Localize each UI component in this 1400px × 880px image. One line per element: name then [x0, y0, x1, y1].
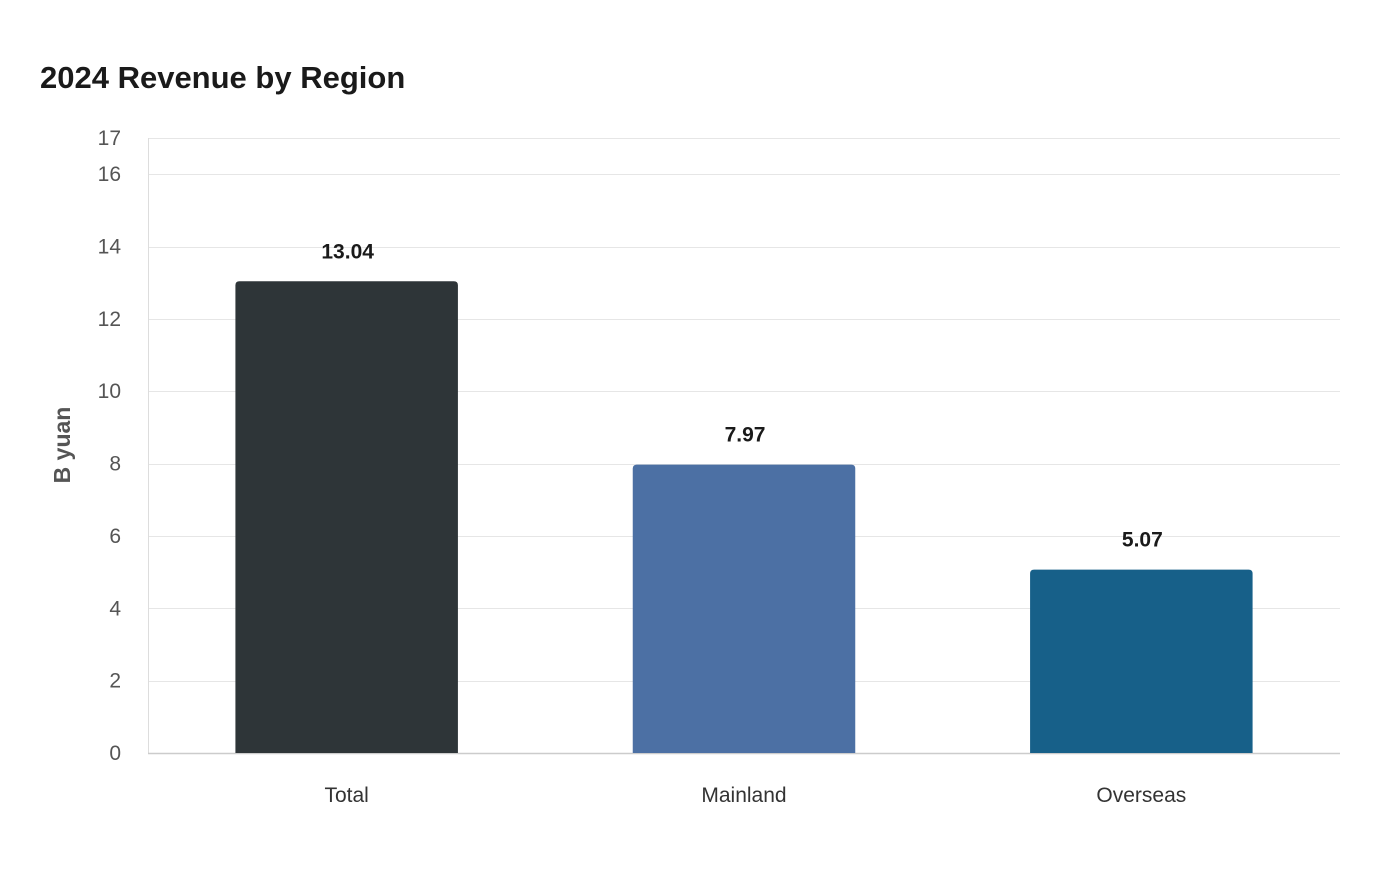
y-tick-label: 16	[98, 163, 121, 186]
y-tick-label: 4	[109, 597, 121, 620]
y-tick-label: 6	[109, 525, 121, 548]
data-label-overseas: 5.07	[1122, 529, 1163, 552]
y-tick-labels: 0 2 4 6 8 10 12 14 16 17	[98, 127, 122, 765]
category-label-overseas: Overseas	[1096, 784, 1186, 807]
bar-overseas	[1030, 569, 1253, 753]
chart-title: 2024 Revenue by Region	[40, 60, 406, 95]
data-labels: 13.04 7.97 5.07	[321, 240, 1162, 551]
y-tick-label: 14	[98, 236, 122, 259]
y-tick-label: 8	[109, 453, 121, 476]
y-tick-label: 2	[109, 670, 121, 693]
bar-total	[235, 281, 458, 753]
category-label-total: Total	[324, 784, 368, 807]
category-label-mainland: Mainland	[701, 784, 786, 807]
y-tick-label: 17	[98, 127, 121, 150]
y-axis-title: B yuan	[49, 407, 75, 484]
bars	[235, 281, 1253, 753]
data-label-total: 13.04	[321, 240, 374, 263]
y-tick-label: 0	[109, 742, 121, 765]
bar-mainland	[632, 464, 856, 753]
category-labels: Total Mainland Overseas	[324, 784, 1186, 807]
data-label-mainland: 7.97	[725, 424, 766, 447]
y-tick-label: 12	[98, 308, 121, 331]
axes	[148, 138, 1340, 755]
y-tick-label: 10	[98, 380, 121, 403]
